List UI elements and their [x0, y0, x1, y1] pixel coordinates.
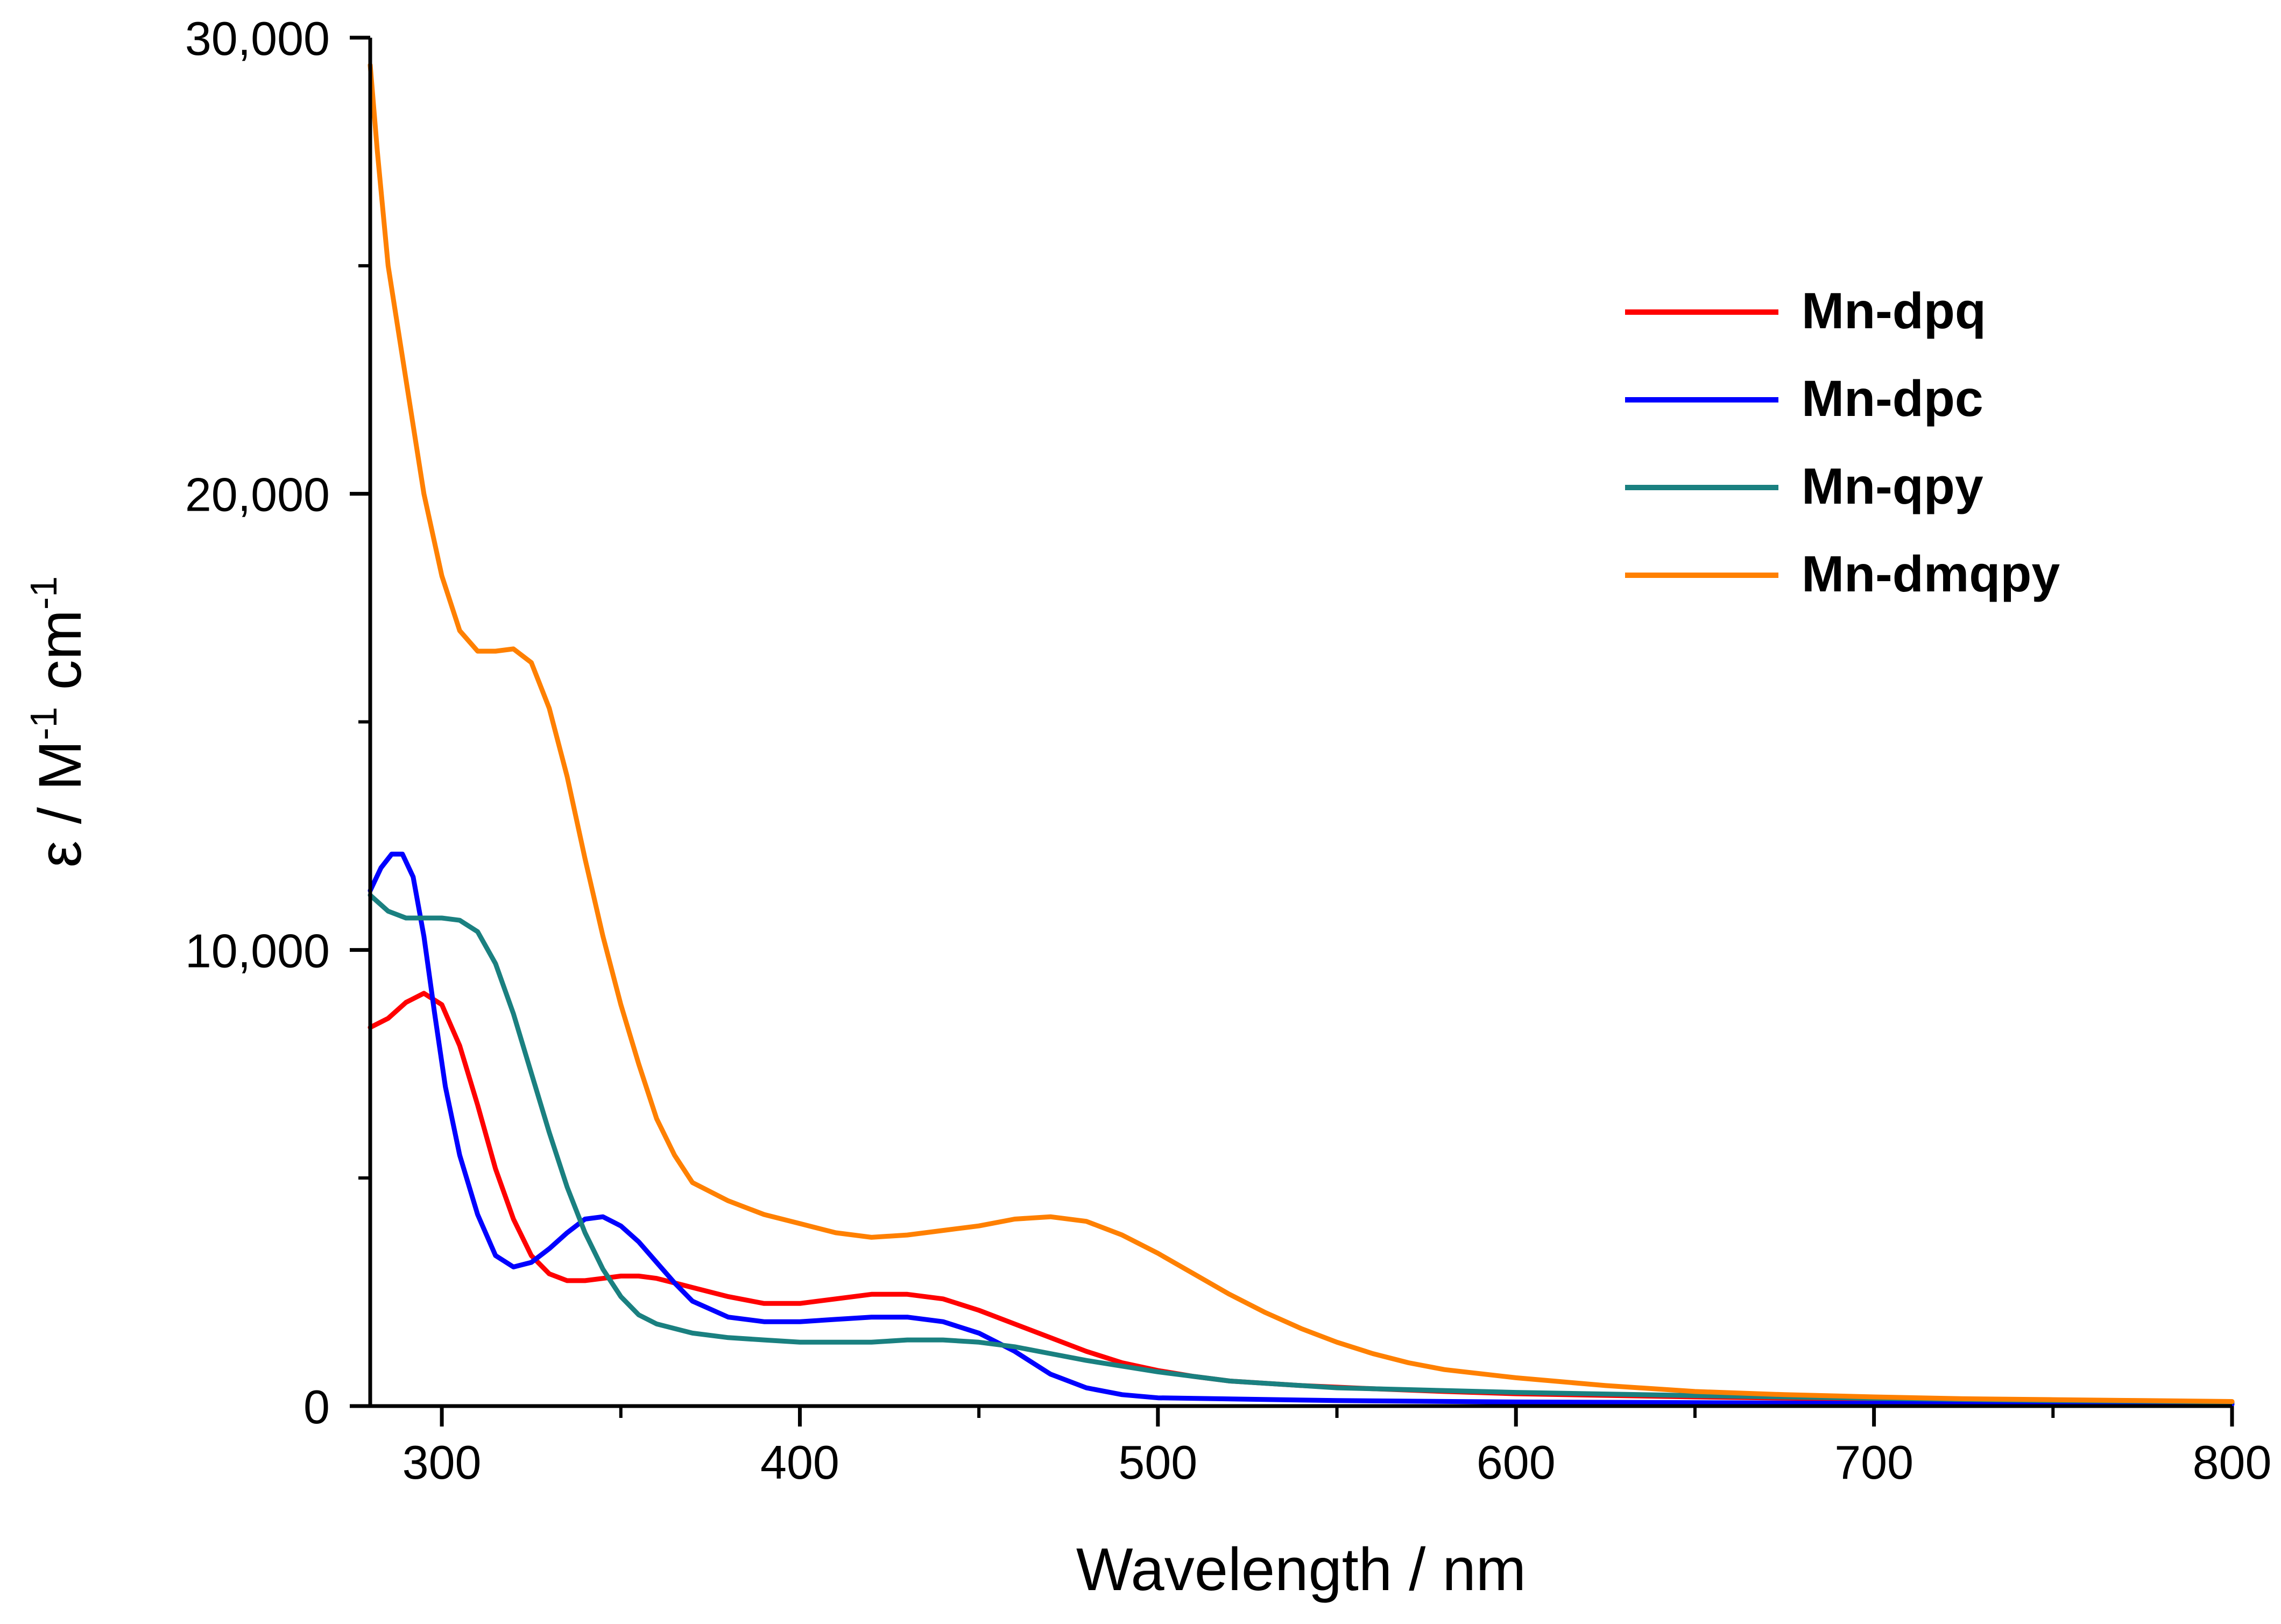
x-tick-label: 600: [1477, 1436, 1556, 1489]
legend-label-mn-dpq: Mn-dpq: [1802, 283, 1986, 340]
y-tick-label: 10,000: [185, 924, 330, 977]
series-line-mn-qpy: [368, 893, 2235, 1404]
legend: Mn-dpq Mn-dpc Mn-qpy Mn-dmqpy: [1625, 283, 2060, 603]
y-axis-title: ε / M-1 cm-1: [23, 576, 94, 868]
x-tick-label: 500: [1118, 1436, 1197, 1489]
x-axis-title: Wavelength / nm: [1076, 1536, 1526, 1603]
series-line-mn-dpc: [368, 851, 2235, 1407]
y-tick-label: 0: [303, 1380, 330, 1434]
legend-label-mn-dpc: Mn-dpc: [1802, 370, 1983, 427]
legend-label-mn-dmqpy: Mn-dmqpy: [1802, 546, 2060, 603]
y-axis-title-cm: cm: [26, 610, 94, 707]
y-axis-title-exp2: -1: [23, 576, 65, 610]
x-tick-label: 800: [2193, 1436, 2272, 1489]
ticks-layer: 300 400 500 600 700 800 0 10,000 20,000 30,000: [185, 12, 2272, 1489]
x-tick-label: 400: [760, 1436, 839, 1489]
series-line-mn-dpq: [368, 991, 2235, 1405]
y-tick-label: 20,000: [185, 468, 330, 521]
x-tick-label: 300: [402, 1436, 482, 1489]
axes-layer: [368, 38, 2232, 1408]
x-tick-label: 700: [1834, 1436, 1913, 1489]
series-line-mn-dmqpy: [368, 62, 2235, 1404]
y-axis-title-epsilon: ε / M: [26, 740, 94, 868]
legend-label-mn-qpy: Mn-qpy: [1802, 458, 1983, 515]
y-axis-title-exp1: -1: [23, 707, 65, 740]
y-tick-label: 30,000: [185, 12, 330, 65]
series-layer: [368, 62, 2235, 1407]
